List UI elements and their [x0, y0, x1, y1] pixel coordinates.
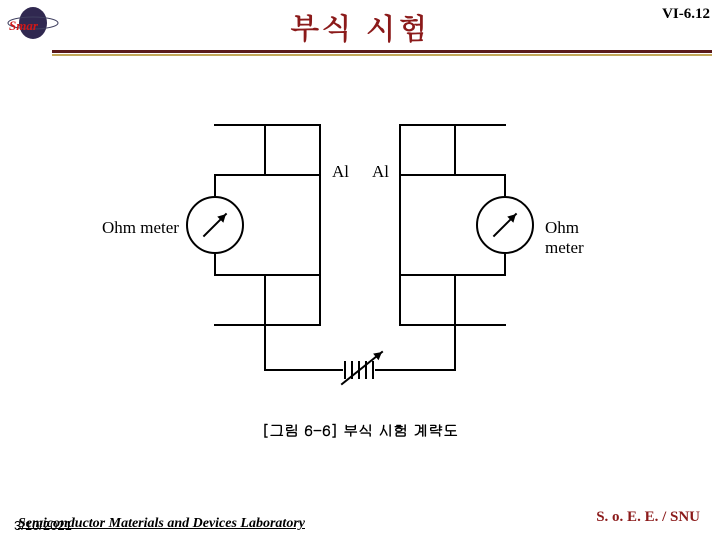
footer-date: 3/10/2021: [14, 518, 72, 534]
corrosion-test-schematic: Ohm meter Ohm meter Al Al: [100, 100, 620, 400]
figure-caption: [그림 6-6] 부식 시험 계략도: [0, 420, 720, 441]
slide-page: Smar 부식 시험 VI-6.12 Ohm meter Ohm meter A…: [0, 0, 720, 540]
page-number: VI-6.12: [662, 6, 710, 23]
label-al-left: Al: [332, 162, 349, 182]
slide-header: Smar 부식 시험 VI-6.12: [0, 0, 720, 64]
slide-title: 부식 시험: [0, 6, 720, 48]
header-rule-tan: [52, 54, 712, 56]
footer-org: S. o. E. E. / SNU: [596, 509, 700, 526]
schematic-svg: [100, 100, 620, 400]
label-al-right: Al: [372, 162, 389, 182]
label-ohm-left: Ohm meter: [102, 218, 179, 238]
header-rule-dark: [52, 50, 712, 53]
label-ohm-right: Ohm meter: [545, 218, 620, 258]
slide-footer: Semiconductor Materials and Devices Labo…: [0, 500, 720, 532]
